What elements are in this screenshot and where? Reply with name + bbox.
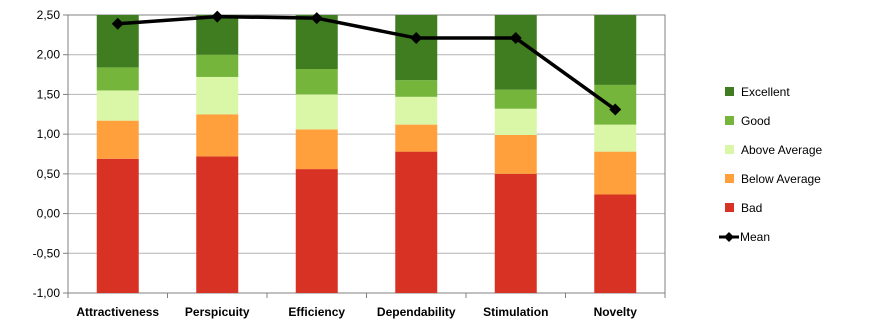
legend-marker (724, 232, 734, 242)
x-tick-labels: Attractiveness Perspicuity Efficiency Depen… (76, 305, 637, 319)
bar-bad-novelty (594, 194, 637, 293)
bar-below-average-efficiency (295, 129, 338, 170)
legend-item-excellent: Excellent (725, 85, 790, 99)
bar-below-average-stimulation (494, 134, 537, 174)
bar-excellent-stimulation (494, 15, 537, 90)
x-tick-label-attractiveness: Attractiveness (76, 305, 159, 319)
legend-item-above-average: Above Average (725, 143, 823, 157)
y-tick-label: 0,00 (37, 207, 61, 221)
y-tick-label: 2,00 (37, 48, 61, 62)
bar-above-average-perspicuity (196, 76, 239, 115)
legend-label: Good (741, 114, 770, 128)
x-tick-label-stimulation: Stimulation (483, 305, 548, 319)
y-tick-label: -0,50 (33, 246, 61, 260)
bar-bad-dependability (395, 151, 438, 293)
bar-bad-stimulation (494, 173, 537, 293)
bar-above-average-attractiveness (96, 90, 139, 121)
bar-below-average-attractiveness (96, 120, 139, 159)
bar-excellent-dependability (395, 15, 438, 81)
legend-item-below-average: Below Average (725, 172, 821, 186)
bar-below-average-dependability (395, 124, 438, 152)
mean-line-path (117, 14, 617, 111)
bars (96, 15, 637, 293)
legend-item-bad: Bad (725, 201, 762, 215)
bar-good-dependability (395, 80, 438, 97)
bar-above-average-stimulation (494, 108, 537, 135)
legend-swatch (725, 174, 734, 183)
legend-item-mean: Mean (719, 230, 770, 244)
y-tick-label: 1,00 (37, 127, 61, 141)
y-tick-label: 1,50 (37, 87, 61, 101)
legend-item-good: Good (725, 114, 770, 128)
mean-point-stimulation (509, 32, 522, 45)
legend-swatch (725, 203, 734, 212)
legend-label: Bad (741, 201, 762, 215)
mean-point-attractiveness (111, 17, 124, 30)
legend-label: Excellent (741, 85, 790, 99)
bar-good-stimulation (494, 89, 537, 109)
x-tick-label-efficiency: Efficiency (288, 305, 345, 319)
legend-label: Mean (740, 230, 770, 244)
x-tick-label-novelty: Novelty (594, 305, 638, 319)
bar-good-perspicuity (196, 54, 239, 77)
bar-excellent-novelty (594, 15, 637, 85)
legend-swatch (725, 145, 734, 154)
bar-below-average-novelty (594, 151, 637, 195)
bar-good-efficiency (295, 69, 338, 95)
legend-swatch (725, 87, 734, 96)
y-tick-labels: 2,50 2,00 1,50 1,00 0,50 0,00 -0,50 -1,00 (33, 8, 61, 300)
mean-point-efficiency (310, 12, 323, 25)
y-tick-label: 0,50 (37, 167, 61, 181)
axes (63, 14, 666, 298)
legend-swatch (725, 116, 734, 125)
y-tick-label: -1,00 (33, 286, 61, 300)
mean-point-novelty (609, 103, 622, 116)
x-tick-label-perspicuity: Perspicuity (185, 305, 250, 319)
bar-below-average-perspicuity (196, 114, 239, 157)
bar-bad-attractiveness (96, 158, 139, 293)
bar-above-average-novelty (594, 124, 637, 152)
bar-above-average-efficiency (295, 94, 338, 130)
legend-label: Above Average (741, 143, 823, 157)
gridlines (68, 14, 665, 294)
mean-point-dependability (410, 32, 423, 45)
mean-line (111, 10, 622, 116)
y-tick-label: 2,50 (37, 8, 61, 22)
bar-good-attractiveness (96, 67, 139, 91)
mean-point-perspicuity (211, 10, 224, 23)
plot-frame (67, 14, 666, 294)
bar-above-average-dependability (395, 96, 438, 125)
bar-bad-perspicuity (196, 156, 239, 293)
bar-bad-efficiency (295, 169, 338, 293)
x-tick-label-dependability: Dependability (377, 305, 456, 319)
legend-label: Below Average (741, 172, 821, 186)
legend: Excellent Good Above Average Below Average B… (719, 85, 823, 244)
